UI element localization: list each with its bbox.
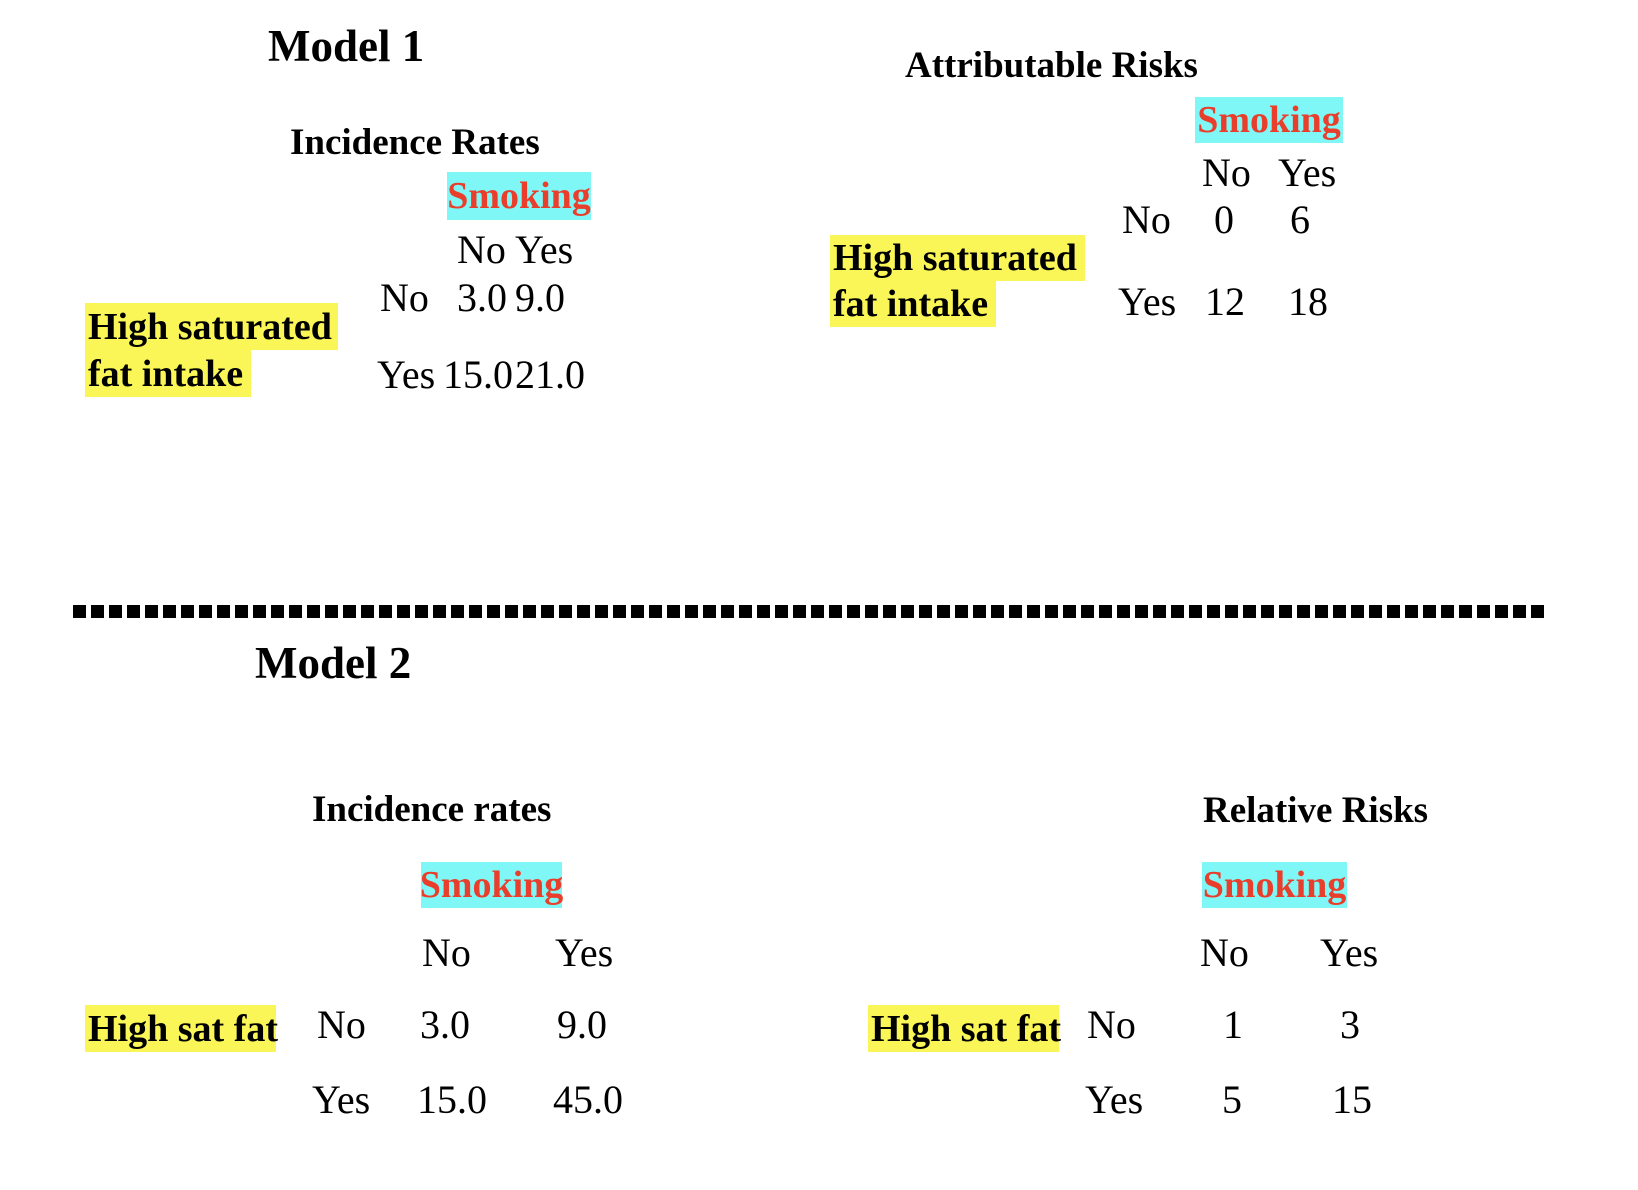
model1-attributable-col-header-no: No — [1202, 150, 1251, 195]
model2-relative-col-group-label: Smoking — [1202, 864, 1347, 906]
model2-relative-col-header-yes: Yes — [1320, 930, 1379, 975]
model2-incidence-row1-label: Yes — [312, 1077, 371, 1122]
model1-incidence-row0-label: No — [380, 275, 429, 320]
model1-incidence-row0-cell1: 9.0 — [515, 275, 565, 320]
model1-attributable-title: Attributable Risks — [905, 45, 1198, 86]
model2-relative-row1-cell1: 15 — [1332, 1077, 1372, 1122]
model2-incidence-title: Incidence rates — [312, 789, 552, 830]
model2-relative-row-group-label: High sat fat — [868, 1005, 1061, 1052]
model1-incidence-col-header-yes: Yes — [515, 227, 574, 272]
model2-incidence-row-group-label: High sat fat — [85, 1005, 278, 1052]
model2-incidence-col-header-no: No — [422, 930, 471, 975]
model2-relative-col-header-no: No — [1200, 930, 1249, 975]
model1-incidence-row1-cell0: 15.0 — [443, 352, 513, 397]
model1-incidence-row0-cell0: 3.0 — [457, 275, 507, 320]
model1-attributable-row-group-label-line1: High saturated — [830, 235, 1085, 281]
model1-attributable-row0-cell0: 0 — [1214, 197, 1234, 242]
model1-title: Model 1 — [268, 21, 425, 71]
model1-attributable-row-group-label-line2: fat intake — [830, 281, 996, 327]
model1-incidence-col-header-no: No — [457, 227, 506, 272]
model1-attributable-col-header-yes: Yes — [1278, 150, 1337, 195]
model2-incidence-col-group-label: Smoking — [419, 864, 564, 906]
model2-incidence-row0-cell1: 9.0 — [557, 1002, 607, 1047]
model2-relative-smoking-highlight: Smoking — [1202, 862, 1347, 908]
model2-incidence-row1-cell0: 15.0 — [417, 1077, 487, 1122]
dashed-divider — [73, 605, 1545, 618]
model2-incidence-row0-label: No — [317, 1002, 366, 1047]
model1-attributable-row0-label: No — [1122, 197, 1171, 242]
model1-attributable-col-group-label: Smoking — [1197, 99, 1341, 141]
model2-title: Model 2 — [255, 638, 412, 688]
model1-incidence-title: Incidence Rates — [290, 122, 540, 163]
model1-attributable-row1-cell1: 18 — [1288, 279, 1328, 324]
model1-attributable-row1-cell0: 12 — [1205, 279, 1245, 324]
model1-incidence-smoking-highlight: Smoking — [447, 172, 591, 220]
model2-relative-title: Relative Risks — [1203, 790, 1429, 831]
model2-relative-row0-label: No — [1087, 1002, 1136, 1047]
model2-relative-row1-cell0: 5 — [1222, 1077, 1242, 1122]
model1-incidence-col-group-label: Smoking — [447, 175, 591, 217]
model1-incidence-row1-cell1: 21.0 — [515, 352, 585, 397]
model1-attributable-row0-cell1: 6 — [1290, 197, 1310, 242]
model2-relative-row0-cell0: 1 — [1223, 1002, 1243, 1047]
model1-incidence-row1-label: Yes — [377, 352, 436, 397]
model1-incidence-row-group-label-line1: High saturated — [85, 303, 338, 350]
model1-attributable-smoking-highlight: Smoking — [1195, 97, 1343, 143]
model2-relative-row1-label: Yes — [1085, 1077, 1144, 1122]
model1-incidence-row-group-label-line2: fat intake — [85, 350, 251, 397]
model2-incidence-col-header-yes: Yes — [555, 930, 614, 975]
model1-attributable-row1-label: Yes — [1118, 279, 1177, 324]
model2-relative-row0-cell1: 3 — [1340, 1002, 1360, 1047]
model2-incidence-row1-cell1: 45.0 — [553, 1077, 623, 1122]
model2-incidence-row0-cell0: 3.0 — [420, 1002, 470, 1047]
model2-incidence-smoking-highlight: Smoking — [419, 862, 564, 908]
